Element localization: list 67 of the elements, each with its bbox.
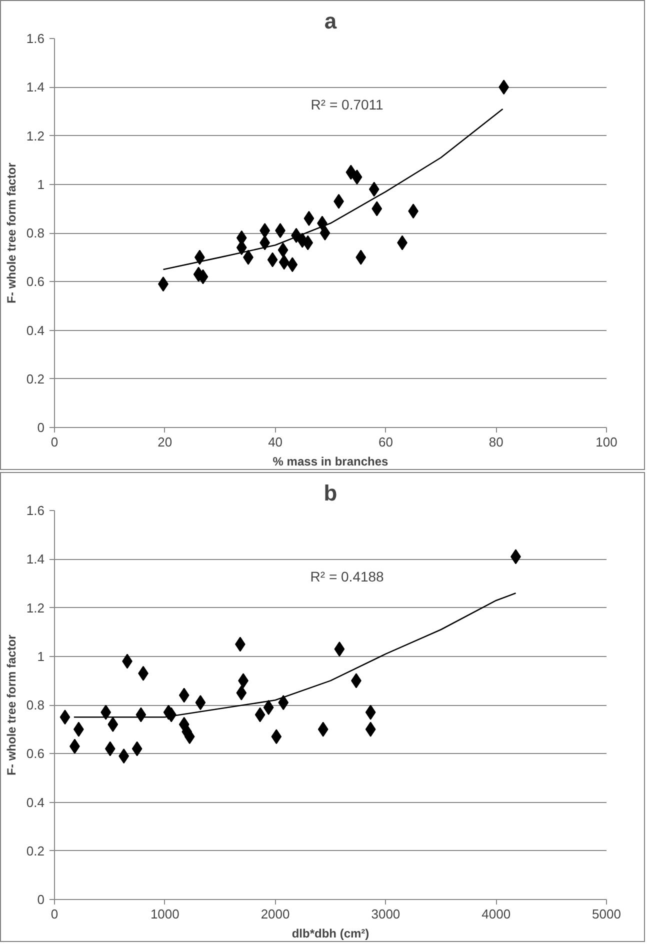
point	[352, 170, 362, 185]
annotation: R² = 0.7011	[310, 96, 384, 113]
y-axis-title: F- whole tree form factor	[4, 634, 18, 776]
point	[254, 707, 266, 722]
chart-title: a	[324, 8, 338, 34]
point	[108, 716, 118, 732]
y-tick-label: 0.2	[26, 371, 45, 386]
x-tick-label: 4000	[482, 906, 511, 922]
y-axis-title: F- whole tree form factor	[4, 162, 18, 304]
point	[372, 201, 382, 216]
x-tick-label: 5000	[592, 906, 621, 922]
point	[318, 722, 328, 737]
point	[100, 704, 112, 720]
x-axis-title: % mass in branches	[272, 454, 389, 468]
chart-title: b	[324, 480, 338, 506]
y-tick-label: 1	[37, 176, 45, 192]
y-tick-label: 0.4	[26, 322, 45, 338]
y-tick-label: 0.4	[26, 794, 45, 810]
annotation: R² = 0.4188	[310, 568, 384, 585]
point	[278, 242, 288, 258]
y-tick-label: 0	[37, 420, 45, 435]
y-tick-label: 1.6	[26, 31, 45, 46]
y-tick-label: 0.6	[26, 274, 45, 290]
point	[334, 642, 345, 657]
point	[346, 164, 356, 180]
x-tick-label: 3000	[371, 906, 400, 922]
point	[365, 722, 376, 737]
x-tick-label: 0	[50, 434, 58, 450]
x-tick-label: 20	[158, 434, 172, 450]
y-tick-label: 0.8	[26, 698, 45, 712]
point	[365, 704, 376, 720]
point	[278, 254, 290, 270]
point	[271, 729, 282, 744]
y-tick-label: 0.2	[26, 843, 45, 858]
point	[278, 695, 289, 710]
point	[356, 250, 366, 265]
x-tick-label: 0	[50, 906, 58, 922]
point	[195, 695, 206, 710]
x-tick-label: 60	[378, 434, 393, 450]
y-tick-label: 0.8	[26, 226, 45, 240]
point	[263, 700, 274, 715]
point	[267, 252, 278, 268]
point	[236, 685, 247, 700]
x-tick-label: 80	[488, 434, 504, 450]
x-tick-label: 40	[268, 434, 283, 450]
point	[287, 257, 298, 272]
point	[302, 235, 314, 250]
y-tick-label: 1.4	[26, 552, 45, 567]
y-tick-label: 0.6	[26, 746, 45, 762]
point	[368, 182, 380, 197]
x-tick-label: 2000	[260, 906, 290, 922]
line-series	[162, 108, 504, 270]
y-tick-label: 1.2	[26, 128, 45, 144]
point	[178, 688, 190, 703]
x-tick-label: 100	[596, 434, 618, 450]
y-tick-label: 1.6	[26, 503, 45, 518]
y-tick-label: 0	[37, 892, 45, 907]
y-tick-label: 1.2	[26, 600, 45, 616]
point	[104, 741, 116, 756]
point	[304, 210, 314, 226]
x-axis-title: dlb*dbh (cm²)	[292, 926, 370, 940]
point	[60, 710, 70, 725]
point	[320, 226, 330, 240]
x-tick-label: 1000	[150, 906, 180, 922]
y-tick-label: 1.4	[26, 80, 45, 95]
point	[132, 741, 142, 756]
y-tick-label: 1	[37, 648, 45, 664]
